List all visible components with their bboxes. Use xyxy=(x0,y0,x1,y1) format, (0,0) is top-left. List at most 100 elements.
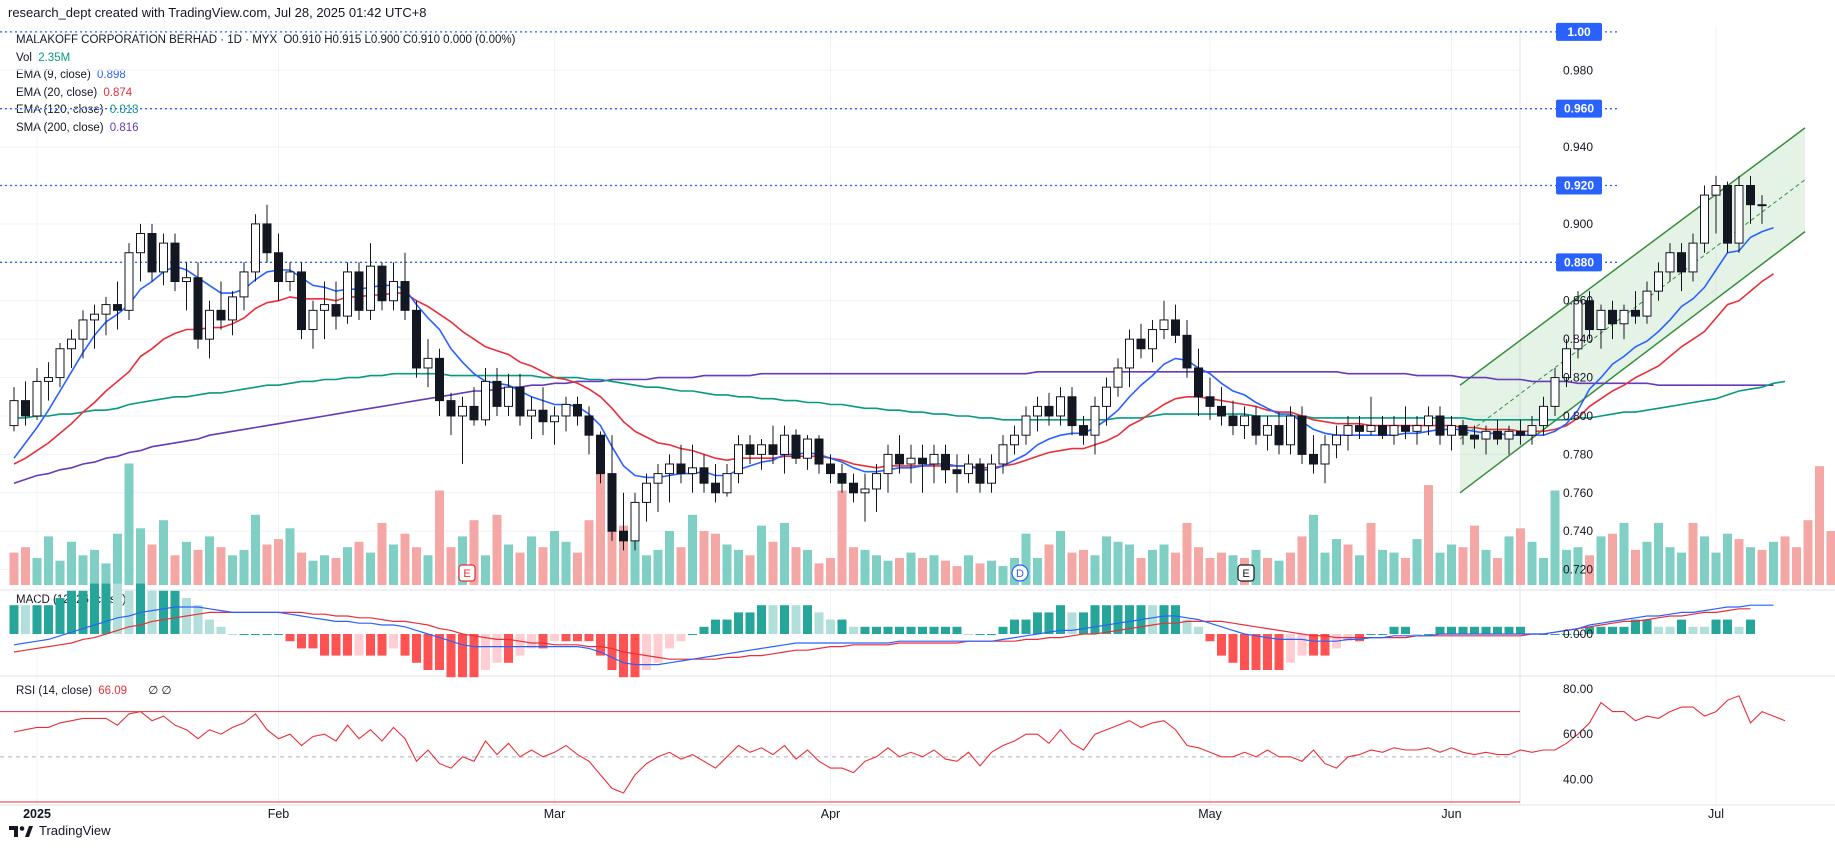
candle-body xyxy=(1688,242,1698,273)
volume-bar xyxy=(1355,555,1364,585)
candle-body xyxy=(262,223,272,254)
candle-body xyxy=(1320,444,1330,465)
volume-bar xyxy=(1320,552,1330,585)
candle-body xyxy=(458,405,467,417)
candle-body xyxy=(1516,430,1525,436)
footer-brand-text: TradingView xyxy=(39,823,111,838)
macd-histogram-bar xyxy=(251,634,260,635)
candle-body xyxy=(929,453,939,465)
volume-bar xyxy=(1562,549,1571,585)
macd-histogram-bar xyxy=(1447,626,1456,634)
volume-bar xyxy=(67,541,76,585)
price-tick-label: 0.720 xyxy=(1563,563,1593,577)
price-axis[interactable]: 0.980 0.940 0.900 0.860 0.840 0.820 0.800 0.780… xyxy=(1556,22,1602,577)
macd-histogram-bar xyxy=(1205,634,1215,642)
candle-body xyxy=(665,463,674,475)
level-price-badge xyxy=(1556,99,1602,118)
rsi-axis-label: 40.00 xyxy=(1563,772,1593,786)
candle-body xyxy=(1090,405,1100,436)
chart-attribution: research_dept created with TradingView.c… xyxy=(8,5,427,20)
volume-bar xyxy=(412,547,421,585)
macd-histogram-bar xyxy=(1217,634,1226,656)
volume-bar xyxy=(446,547,456,585)
horizontal-levels[interactable] xyxy=(0,31,1620,263)
volume-bar xyxy=(883,560,893,585)
macd-histogram-bar xyxy=(458,634,467,678)
volume-bar xyxy=(1389,552,1399,585)
macd-histogram-bar xyxy=(1458,626,1468,634)
rsi-pane-legend: RSI (14, close) 66.09 ∅ ∅ xyxy=(16,683,171,697)
volume-bar xyxy=(1665,547,1675,585)
candle-body xyxy=(1539,405,1548,427)
candle-body xyxy=(872,473,881,490)
candle-body xyxy=(1677,252,1686,273)
candle-body xyxy=(136,233,145,254)
candle-body xyxy=(32,380,42,417)
candle-body xyxy=(964,463,973,475)
macd-histogram-bar xyxy=(1056,605,1065,634)
volume-bar xyxy=(1700,536,1709,585)
macd-histogram-bar xyxy=(147,590,157,634)
candle-body xyxy=(1734,184,1744,244)
candle-body xyxy=(1366,425,1376,432)
time-axis[interactable]: 2025 Feb Mar Apr May Jun Jul xyxy=(23,807,1724,820)
candle-body xyxy=(1332,434,1341,446)
macd-histogram-bar xyxy=(803,605,812,634)
macd-histogram-bar xyxy=(389,634,398,649)
candle-body xyxy=(343,271,352,317)
rsi-value: 66.09 xyxy=(98,685,128,697)
volume-bar xyxy=(274,539,283,585)
macd-histogram-bar xyxy=(67,590,76,634)
volume-bar xyxy=(1205,558,1215,585)
volume-bar xyxy=(1585,555,1594,585)
candle-body xyxy=(1240,415,1249,427)
candle-body xyxy=(1033,405,1042,417)
macd-histogram-bar xyxy=(561,634,571,642)
candle-body xyxy=(1757,204,1767,207)
macd-histogram-bar xyxy=(676,634,686,642)
month-label: May xyxy=(1198,807,1222,820)
candle-body xyxy=(1148,329,1157,350)
level-price-badge-text: 0.920 xyxy=(1564,178,1594,192)
macd-histogram-bar xyxy=(216,626,226,634)
volume-bar xyxy=(849,547,858,585)
volume-bar xyxy=(32,558,42,585)
candle-body xyxy=(1470,434,1479,440)
volume-bar xyxy=(1746,547,1755,585)
candle-body xyxy=(952,469,962,475)
volume-bar xyxy=(9,552,19,585)
macd-histogram-bar xyxy=(136,583,145,634)
candle-body xyxy=(423,357,433,369)
macd-histogram-bar xyxy=(1171,605,1180,634)
volume-bar xyxy=(170,555,180,585)
macd-histogram-bar xyxy=(998,626,1008,634)
volume-bar xyxy=(21,547,30,585)
candle-body xyxy=(1021,415,1031,436)
price-tick-label: 0.980 xyxy=(1563,63,1593,77)
candle-body xyxy=(1263,425,1272,436)
volume-bar xyxy=(1757,549,1767,585)
macd-axis-label: 0.000 xyxy=(1563,627,1593,641)
volume-bar xyxy=(481,555,490,585)
candle-body xyxy=(1550,377,1560,407)
candle-body xyxy=(1297,415,1307,455)
volume-bar xyxy=(941,560,950,585)
candle-body xyxy=(170,242,180,283)
volume-bar xyxy=(791,547,801,585)
ohlc-values: O0.910 H0.915 L0.900 C0.910 0.000 (0.00%… xyxy=(283,34,516,46)
candle-body xyxy=(435,357,444,402)
candle-body xyxy=(1723,184,1732,244)
candle-body xyxy=(619,530,628,542)
volume-bar xyxy=(1297,536,1307,585)
volume-bar xyxy=(1378,549,1387,585)
candle-body xyxy=(998,444,1008,465)
volume-bar xyxy=(1056,531,1065,585)
macd-histogram-bar xyxy=(1309,634,1318,656)
volume-bar xyxy=(860,549,870,585)
chart-canvas[interactable]: E D E 0.000 80.00 60.00 40.00 0.980 0.940 0.90… xyxy=(0,0,1835,820)
volume-bar xyxy=(872,555,881,585)
candle-body xyxy=(205,309,214,340)
macd-histogram-bar xyxy=(872,626,881,634)
volume-bar xyxy=(596,463,605,585)
